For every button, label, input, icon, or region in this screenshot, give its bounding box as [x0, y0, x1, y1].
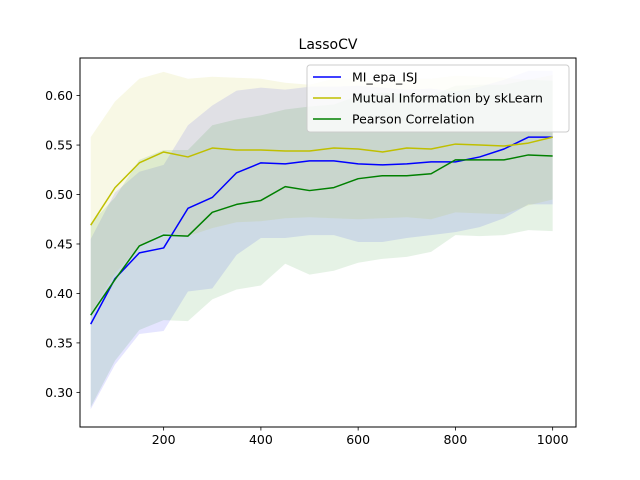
x-tick-label: 600: [346, 432, 370, 447]
legend: MI_epa_ISJ Mutual Information by skLearn P…: [306, 64, 570, 133]
line-mi-epa-isj: [90, 136, 553, 325]
line-pearson-correlation: [90, 154, 553, 316]
y-tick-label: 0.30: [45, 385, 73, 400]
line-mutual-information-by-sklearn: [90, 136, 553, 226]
series-lines: [90, 136, 553, 325]
chart-title: LassoCV: [299, 37, 358, 53]
legend-box: [306, 64, 570, 133]
y-tick-label: 0.50: [45, 187, 73, 202]
x-tick-label: 1000: [537, 432, 569, 447]
y-tick-label: 0.60: [45, 88, 73, 103]
y-tick-label: 0.40: [45, 286, 73, 301]
y-tick-label: 0.45: [45, 236, 73, 251]
x-tick-label: 200: [152, 432, 176, 447]
legend-label-mutual-information-by-sklearn: Mutual Information by skLearn: [352, 91, 543, 106]
y-tick-label: 0.35: [45, 335, 73, 350]
y-axis: 0.30 0.35 0.40 0.45 0.50 0.55 0.60: [45, 88, 80, 400]
legend-label-mi-epa-isj: MI_epa_ISJ: [352, 70, 418, 85]
legend-label-pearson-correlation: Pearson Correlation: [352, 112, 475, 127]
x-tick-label: 400: [249, 432, 273, 447]
plot-frame: [79, 57, 577, 428]
x-axis: 200 400 600 800 1000: [152, 427, 569, 447]
x-tick-label: 800: [443, 432, 467, 447]
y-tick-label: 0.55: [45, 138, 73, 153]
band-mi-epa-isj: [90, 70, 553, 410]
